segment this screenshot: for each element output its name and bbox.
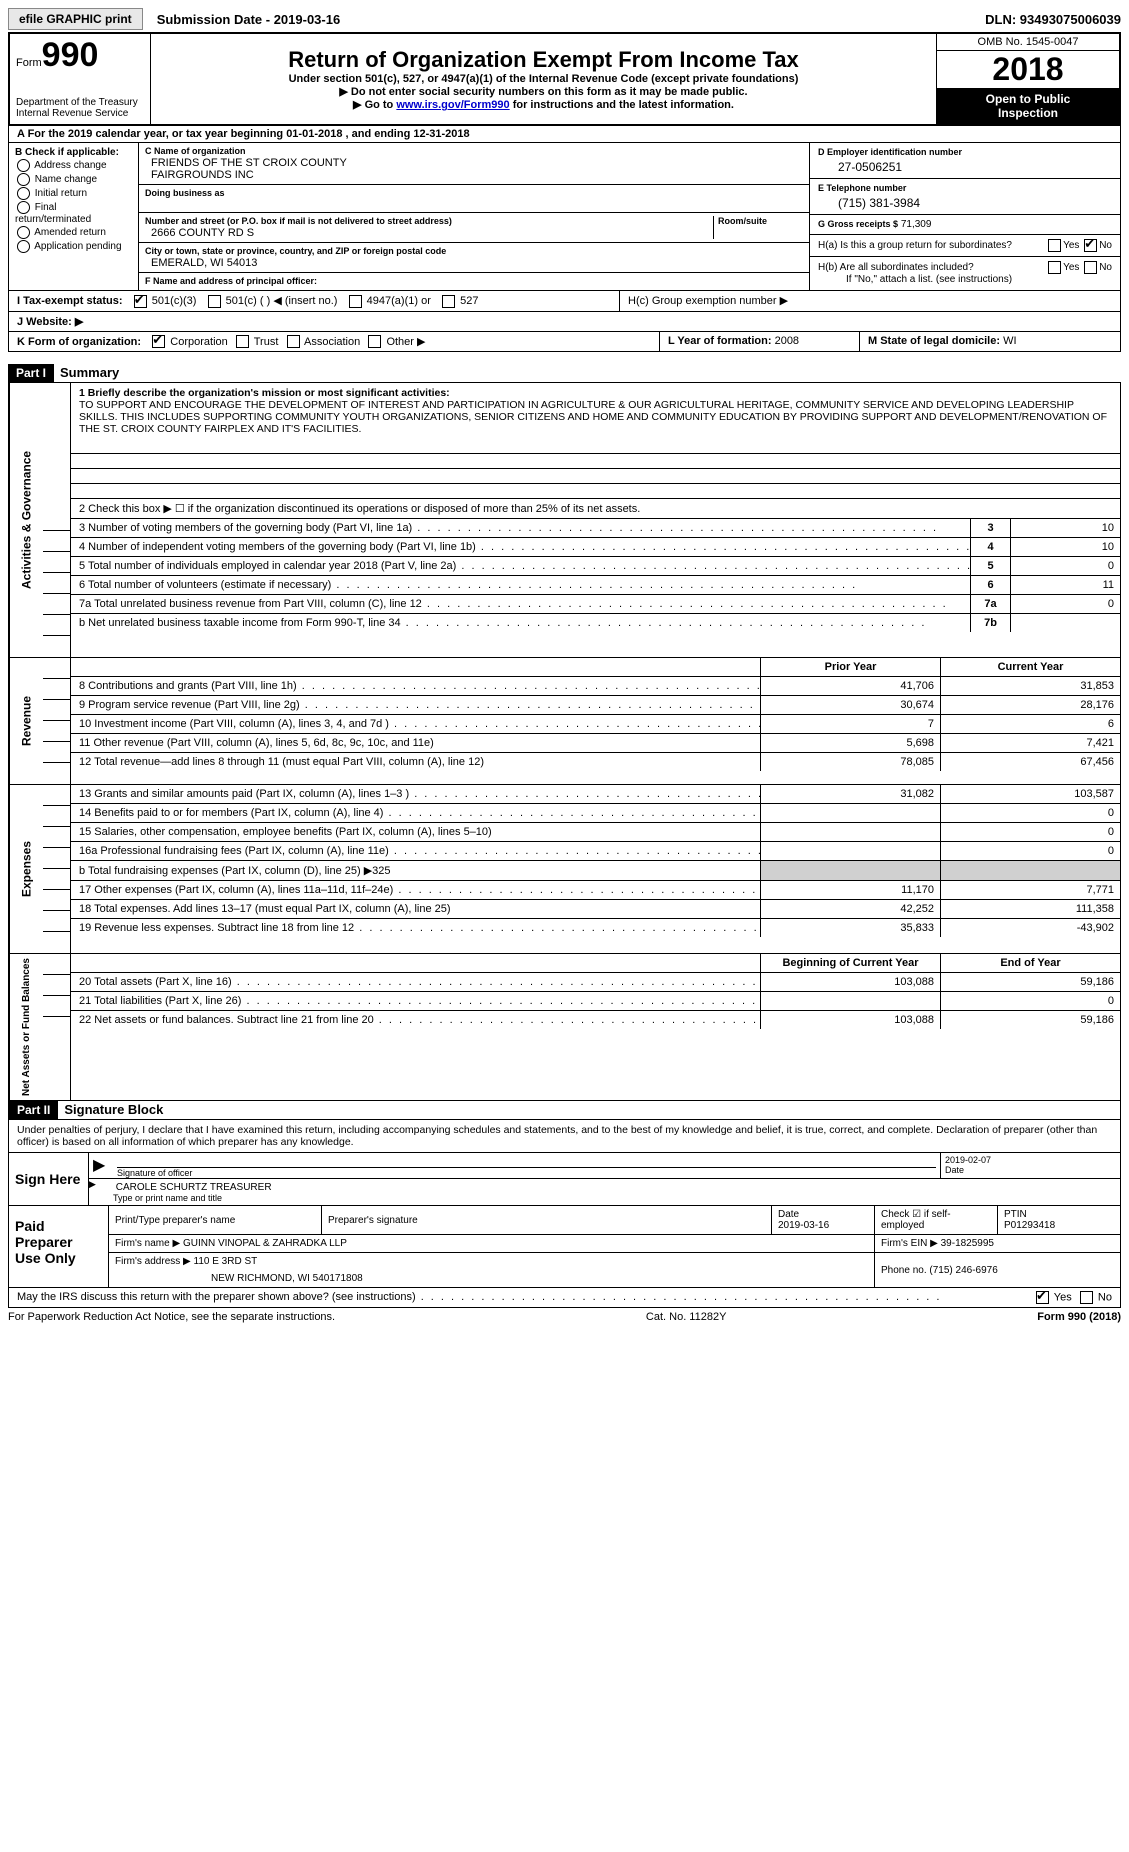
dln: DLN: 93493075006039: [985, 12, 1121, 27]
principal-officer-label: F Name and address of principal officer:: [145, 276, 317, 286]
ssn-warning: ▶ Do not enter social security numbers o…: [157, 85, 930, 98]
form990-link[interactable]: www.irs.gov/Form990: [396, 99, 509, 111]
firm-ein: 39-1825995: [941, 1238, 994, 1249]
hb-yes[interactable]: [1048, 261, 1061, 274]
form-footer: Form 990 (2018): [1037, 1311, 1121, 1323]
org-city: EMERALD, WI 54013: [145, 257, 257, 269]
section-bcd-grid: B Check if applicable: Address change Na…: [8, 143, 1121, 291]
row-j-website: J Website: ▶: [8, 312, 1121, 332]
self-employed-check: Check ☑ if self-employed: [875, 1206, 998, 1235]
officer-name: CAROLE SCHURTZ TREASURER: [116, 1182, 272, 1193]
page-footer: For Paperwork Reduction Act Notice, see …: [8, 1308, 1121, 1326]
instructions-line: ▶ Go to www.irs.gov/Form990 for instruct…: [157, 98, 930, 111]
discuss-yes[interactable]: [1036, 1291, 1049, 1304]
cb-501c3[interactable]: [134, 295, 147, 308]
efile-print-button[interactable]: efile GRAPHIC print: [8, 8, 143, 30]
officer-sig-date: 2019-02-07: [945, 1155, 991, 1165]
catalog-no: Cat. No. 11282Y: [646, 1311, 727, 1323]
ha-no[interactable]: [1084, 239, 1097, 252]
cb-other[interactable]: [368, 335, 381, 348]
part-i-header: Part ISummary: [8, 364, 1121, 383]
side-expenses: Expenses: [9, 785, 43, 953]
submission-date: Submission Date - 2019-03-16: [151, 10, 347, 29]
cb-527[interactable]: [442, 295, 455, 308]
section-a-tax-year: A For the 2019 calendar year, or tax yea…: [8, 126, 1121, 143]
firm-addr2: NEW RICHMOND, WI 540171808: [115, 1267, 868, 1284]
open-to-public: Open to PublicInspection: [937, 88, 1119, 124]
gross-receipts: 71,309: [901, 219, 932, 230]
cb-corp[interactable]: [152, 335, 165, 348]
perjury-declaration: Under penalties of perjury, I declare th…: [8, 1120, 1121, 1153]
expenses-block: Expenses 13 Grants and similar amounts p…: [8, 785, 1121, 954]
revenue-block: Revenue Prior YearCurrent Year 8 Contrib…: [8, 658, 1121, 785]
firm-phone: (715) 246-6976: [929, 1265, 997, 1276]
side-net-assets: Net Assets or Fund Balances: [9, 954, 43, 1100]
paid-preparer-block: Paid Preparer Use Only Print/Type prepar…: [8, 1206, 1121, 1288]
net-assets-block: Net Assets or Fund Balances Beginning of…: [8, 954, 1121, 1101]
hc-group-exemption: H(c) Group exemption number ▶: [620, 291, 1120, 311]
cb-app-pending[interactable]: [17, 240, 30, 253]
org-address: 2666 COUNTY RD S: [145, 227, 254, 239]
org-name-2: FAIRGROUNDS INC: [145, 169, 254, 181]
row-klm: K Form of organization: Corporation Trus…: [8, 332, 1121, 353]
ha-yes[interactable]: [1048, 239, 1061, 252]
cb-address-change[interactable]: [17, 159, 30, 172]
cb-501c[interactable]: [208, 295, 221, 308]
row-i-hc: I Tax-exempt status: 501(c)(3) 501(c) ( …: [8, 291, 1121, 312]
dept-treasury: Department of the Treasury: [16, 97, 144, 108]
discuss-with-preparer: May the IRS discuss this return with the…: [8, 1288, 1121, 1308]
ptin: P01293418: [1004, 1220, 1055, 1231]
dept-irs: Internal Revenue Service: [16, 108, 144, 119]
cb-initial-return[interactable]: [17, 187, 30, 200]
form-subtitle: Under section 501(c), 527, or 4947(a)(1)…: [157, 73, 930, 85]
form-word: Form: [16, 57, 42, 69]
cb-4947[interactable]: [349, 295, 362, 308]
side-revenue: Revenue: [9, 658, 43, 784]
form-title: Return of Organization Exempt From Incom…: [157, 47, 930, 73]
year-formation: 2008: [775, 335, 799, 347]
ein: 27-0506251: [818, 158, 1112, 174]
state-domicile: WI: [1003, 335, 1016, 347]
mission-label: 1 Briefly describe the organization's mi…: [79, 387, 450, 399]
form-number: 990: [42, 36, 99, 74]
paid-preparer-label: Paid Preparer Use Only: [9, 1206, 109, 1287]
cb-trust[interactable]: [236, 335, 249, 348]
line-2: 2 Check this box ▶ ☐ if the organization…: [71, 499, 1120, 519]
paperwork-notice: For Paperwork Reduction Act Notice, see …: [8, 1311, 335, 1323]
cb-assoc[interactable]: [287, 335, 300, 348]
sign-here-block: Sign Here ▶ Signature of officer 2019-02…: [8, 1153, 1121, 1206]
cb-amended[interactable]: [17, 226, 30, 239]
discuss-no[interactable]: [1080, 1291, 1093, 1304]
part-ii-header: Part IISignature Block: [8, 1101, 1121, 1120]
side-activities: Activities & Governance: [9, 383, 43, 657]
tax-year: 2018: [937, 51, 1119, 88]
omb-no: OMB No. 1545-0047: [937, 33, 1121, 51]
section-c: C Name of organization FRIENDS OF THE ST…: [139, 143, 810, 290]
firm-name: GUINN VINOPAL & ZAHRADKA LLP: [183, 1238, 347, 1249]
mission-text: TO SUPPORT AND ENCOURAGE THE DEVELOPMENT…: [79, 399, 1107, 435]
cb-final-return[interactable]: [17, 201, 30, 214]
cb-name-change[interactable]: [17, 173, 30, 186]
firm-addr1: 110 E 3RD ST: [194, 1256, 258, 1267]
section-d: D Employer identification number27-05062…: [810, 143, 1120, 290]
section-b: B Check if applicable: Address change Na…: [9, 143, 139, 290]
activities-governance-block: Activities & Governance 1 Briefly descri…: [8, 383, 1121, 658]
line-3-desc: 3 Number of voting members of the govern…: [71, 519, 970, 537]
org-name-1: FRIENDS OF THE ST CROIX COUNTY: [145, 157, 347, 169]
top-bar: efile GRAPHIC print Submission Date - 20…: [8, 8, 1121, 30]
sign-here-label: Sign Here: [9, 1153, 89, 1205]
telephone: (715) 381-3984: [818, 194, 1112, 210]
line-3-val: 10: [1010, 519, 1120, 537]
preparer-date: 2019-03-16: [778, 1220, 829, 1231]
hb-no[interactable]: [1084, 261, 1097, 274]
form-header: Form990 Department of the Treasury Inter…: [8, 32, 1121, 126]
